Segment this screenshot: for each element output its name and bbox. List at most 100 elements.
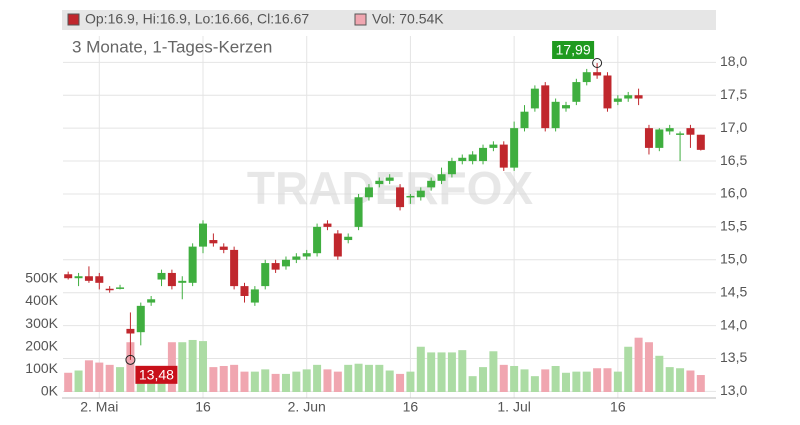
- volume-bar: [572, 371, 581, 392]
- volume-bar: [64, 372, 73, 392]
- candle-body: [396, 187, 405, 208]
- x-tick-label: 1. Jul: [497, 399, 530, 415]
- candle-body: [250, 289, 259, 303]
- volume-bar: [510, 365, 519, 392]
- y-tick-label: 15,5: [720, 218, 747, 234]
- volume-bar: [458, 350, 467, 392]
- candle-body: [364, 187, 373, 198]
- volume-bar: [116, 367, 125, 392]
- volume-bar: [250, 371, 259, 392]
- candle-body: [333, 233, 342, 257]
- y2-tick-label: 100K: [25, 360, 58, 376]
- candle-body: [406, 195, 415, 198]
- volume-bar: [240, 371, 249, 392]
- y-tick-label: 17,0: [720, 119, 747, 135]
- candle-body: [240, 286, 249, 296]
- volume-bar: [530, 376, 539, 392]
- volume-bar: [603, 368, 612, 392]
- volume-bar: [281, 373, 290, 392]
- annotation-marker: [592, 57, 603, 68]
- candle-body: [105, 288, 114, 291]
- volume-bar: [520, 369, 529, 392]
- volume-bar: [354, 363, 363, 392]
- volume-bar: [696, 375, 705, 392]
- candle-body: [126, 328, 135, 334]
- volume-bar: [582, 371, 591, 392]
- candle-body: [116, 287, 125, 289]
- candle-body: [676, 133, 685, 135]
- volume-bar: [655, 355, 664, 392]
- annotation-box: [552, 40, 595, 59]
- volume-bar: [292, 371, 301, 392]
- candle-body: [209, 240, 218, 244]
- volume-bar: [95, 362, 104, 392]
- candle-body: [603, 75, 612, 109]
- volume-bar: [333, 371, 342, 392]
- candle-body: [479, 147, 488, 162]
- y2-tick-label: 200K: [25, 337, 58, 353]
- candle-body: [665, 128, 674, 132]
- volume-bar: [84, 360, 93, 392]
- volume-bar: [437, 352, 446, 392]
- candle-body: [644, 128, 653, 148]
- candle-body: [281, 259, 290, 267]
- volume-bar: [499, 364, 508, 392]
- volume-bar: [406, 371, 415, 392]
- annotation-marker: [125, 354, 136, 365]
- volume-bar: [613, 371, 622, 392]
- volume-bar: [468, 376, 477, 392]
- candle-body: [95, 276, 104, 283]
- volume-bar: [375, 364, 384, 392]
- annotation-label: 13,48: [139, 367, 174, 383]
- candle-body: [147, 299, 156, 303]
- y2-tick-label: 400K: [25, 292, 58, 308]
- y2-tick-label: 0K: [41, 383, 59, 399]
- x-tick-label: 2. Mai: [80, 399, 118, 415]
- candle-body: [271, 263, 280, 270]
- candle-body: [292, 256, 301, 260]
- volume-bar: [561, 372, 570, 392]
- candle-body: [178, 280, 187, 283]
- x-tick-label: 16: [195, 399, 211, 415]
- candle-body: [302, 253, 311, 257]
- candle-body: [541, 85, 550, 129]
- candle-body: [313, 226, 322, 254]
- volume-bar: [261, 369, 270, 392]
- candle-body: [624, 95, 633, 99]
- candle-body: [696, 134, 705, 150]
- candle-body: [489, 144, 498, 148]
- volume-bar: [230, 364, 239, 392]
- candle-body: [344, 236, 353, 241]
- candle-body: [510, 128, 519, 168]
- volume-bar: [364, 364, 373, 392]
- volume-bar: [447, 352, 456, 392]
- volume-label: Vol: 70.54K: [372, 11, 444, 27]
- annotation-label: 17,99: [556, 42, 591, 58]
- volume-bar: [126, 342, 135, 392]
- volume-bar: [665, 367, 674, 392]
- volume-bar: [634, 337, 643, 392]
- y-tick-label: 14,5: [720, 283, 747, 299]
- volume-bar: [416, 346, 425, 392]
- candle-body: [686, 128, 695, 135]
- volume-bar: [551, 365, 560, 392]
- volume-bar: [624, 346, 633, 392]
- volume-bar: [302, 369, 311, 392]
- candle-body: [520, 111, 529, 129]
- y-tick-label: 17,5: [720, 86, 747, 102]
- volume-bar: [74, 370, 83, 392]
- volume-bar: [313, 364, 322, 392]
- candle-body: [551, 101, 560, 129]
- ohlc-swatch: [67, 13, 80, 26]
- candle-body: [219, 246, 228, 250]
- candle-body: [499, 144, 508, 168]
- y-tick-label: 13,0: [720, 382, 747, 398]
- volume-bar: [644, 342, 653, 392]
- candle-body: [447, 161, 456, 175]
- y-tick-label: 18,0: [720, 53, 747, 69]
- volume-bar: [593, 368, 602, 392]
- candle-body: [613, 98, 622, 102]
- volume-swatch: [354, 13, 367, 26]
- volume-bar: [686, 370, 695, 392]
